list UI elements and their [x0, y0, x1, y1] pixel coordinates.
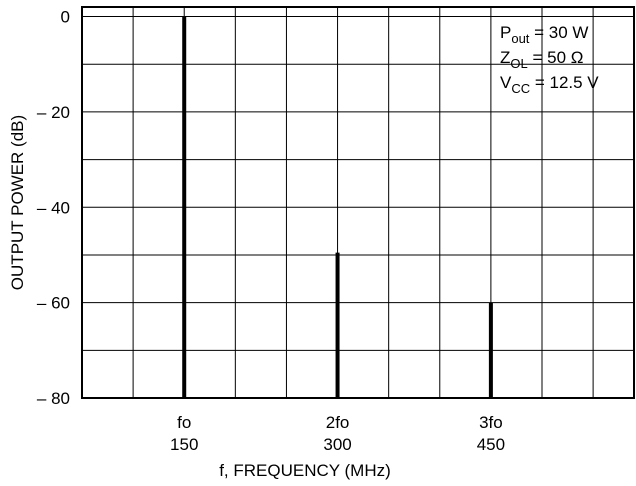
x-tick-harmonic: fo [177, 413, 191, 432]
spectral-lines [182, 16, 493, 398]
x-tick-labels: fo 150 2fo 300 3fo 450 [170, 413, 505, 454]
x-tick-harmonic: 2fo [326, 413, 350, 432]
y-axis-label: OUTPUT POWER (dB) [8, 115, 27, 290]
x-tick-label: 450 [477, 435, 505, 454]
x-tick-harmonic: 3fo [479, 413, 503, 432]
plot-frame [81, 6, 635, 399]
annotation-line: ZOL = 50 Ω [500, 48, 583, 71]
y-tick-label: – 60 [37, 294, 70, 313]
y-tick-label: – 20 [37, 103, 70, 122]
annotation-line: VCC = 12.5 V [500, 73, 599, 96]
annotation-line: Pout = 30 W [500, 23, 588, 46]
x-tick-label: 150 [170, 435, 198, 454]
y-tick-label: – 40 [37, 198, 70, 217]
y-tick-label: – 80 [37, 389, 70, 408]
y-tick-labels: 0 – 20 – 40 – 60 – 80 [37, 8, 70, 408]
y-tick-label: 0 [61, 8, 70, 27]
x-tick-label: 300 [323, 435, 351, 454]
x-axis-label: f, FREQUENCY (MHz) [219, 461, 391, 480]
grid [82, 7, 634, 398]
